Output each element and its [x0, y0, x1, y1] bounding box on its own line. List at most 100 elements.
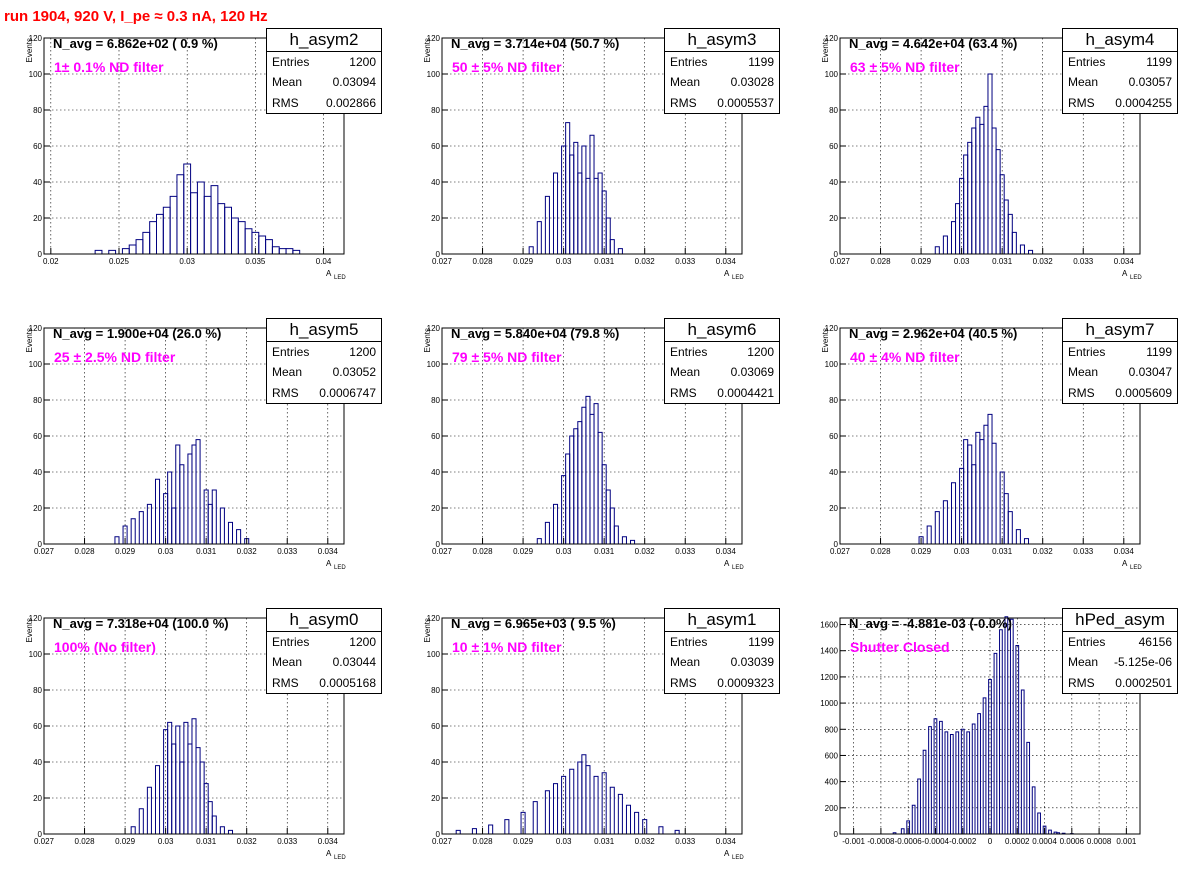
histogram-bar [1003, 493, 1009, 544]
x-tick-label: 0.032 [635, 837, 656, 846]
y-tick-label: 60 [829, 432, 838, 441]
histogram-svg: 0.027 0.028 0.029 0.03 0.031 0.032 0.033 0.034 0… [423, 324, 744, 571]
stats-value: 1199 [1146, 55, 1172, 69]
n-avg-label: N_avg = 4.642e+04 (63.4 %) [849, 36, 1018, 51]
y-axis-title: Events [821, 38, 830, 62]
y-tick-label: 1200 [820, 673, 838, 682]
stats-row-mean: Mean 0.03052 [267, 362, 381, 382]
stats-value: 0.0005168 [319, 675, 376, 690]
stats-label: RMS [670, 675, 697, 690]
x-tick-label: 0 [988, 837, 993, 846]
y-tick-label: 40 [431, 178, 440, 187]
x-tick-label: 0.025 [109, 257, 130, 266]
stats-label: RMS [1068, 95, 1095, 110]
stats-row-mean: Mean 0.03057 [1063, 72, 1177, 92]
histogram-bar [203, 195, 212, 254]
stats-value: 1199 [1146, 345, 1172, 359]
stats-box: h_asym4 Entries 1199 Mean 0.03057 RMS 0.000425… [1062, 28, 1178, 114]
x-tick-label: 0.029 [911, 257, 932, 266]
histogram-bar [950, 221, 957, 254]
y-axis-title: Events [423, 618, 432, 642]
histogram-bar [674, 829, 680, 834]
stats-value: 0.0002501 [1115, 675, 1172, 690]
stats-box: h_asym5 Entries 1200 Mean 0.03052 RMS 0.000674… [266, 318, 382, 404]
filter-label: 25 ± 2.5% ND filter [54, 349, 176, 365]
histogram-bar [565, 453, 571, 544]
histogram-bar [1031, 786, 1036, 834]
x-tick-label: 0.029 [513, 257, 534, 266]
histogram-bar [589, 413, 595, 544]
histogram-bar [906, 820, 911, 834]
histogram-bar [1004, 616, 1009, 834]
histogram-bar [224, 206, 232, 254]
histogram-name: hPed_asym [1063, 609, 1177, 632]
n-avg-label: N_avg = 1.900e+04 (26.0 %) [53, 326, 222, 341]
histogram-bar [108, 249, 117, 254]
y-tick-label: 120 [427, 324, 441, 333]
y-tick-label: 120 [29, 614, 43, 623]
stats-value: 0.0005609 [1115, 385, 1172, 400]
stats-label: Mean [272, 655, 303, 670]
x-tick-label: 0.029 [911, 547, 932, 556]
y-tick-label: 1400 [820, 647, 838, 656]
stats-row-entries: Entries 1200 [267, 52, 381, 72]
x-axis-title: A [1122, 559, 1128, 568]
histogram-name: h_asym4 [1063, 29, 1177, 52]
x-tick-label: 0.033 [1073, 257, 1094, 266]
histogram-bar [135, 239, 144, 254]
stats-row-entries: Entries 1199 [1063, 342, 1177, 362]
stats-label: RMS [272, 675, 299, 690]
histogram-bar [585, 395, 591, 544]
histogram-bar [1037, 812, 1041, 834]
histogram-bar [605, 489, 611, 544]
stats-box: hPed_asym Entries 46156 Mean -5.125e-06 RMS 0.… [1062, 608, 1178, 694]
x-tick-label: 0.03 [158, 547, 174, 556]
histogram-bar [926, 525, 932, 544]
y-tick-label: 100 [29, 360, 43, 369]
x-axis-title: A [724, 849, 730, 858]
histogram-bar [271, 246, 280, 254]
y-tick-label: 80 [431, 686, 440, 695]
histogram-bar [1023, 538, 1030, 544]
y-tick-label: 0 [436, 250, 441, 259]
y-tick-label: 0 [38, 830, 43, 839]
y-tick-label: 100 [825, 70, 839, 79]
histogram-bar [991, 127, 997, 254]
histogram-bar [471, 828, 477, 834]
histogram-bar [169, 195, 178, 254]
y-tick-label: 100 [29, 70, 43, 79]
histogram-name: h_asym0 [267, 609, 381, 632]
stats-label: RMS [1068, 675, 1095, 690]
x-tick-label: 0.029 [513, 837, 534, 846]
x-tick-label: 0.028 [871, 547, 892, 556]
y-tick-label: 20 [33, 794, 42, 803]
filter-label: Shutter Closed [850, 639, 950, 655]
x-tick-label: -0.0008 [867, 837, 895, 846]
x-tick-label: 0.03 [179, 257, 195, 266]
stats-box: h_asym6 Entries 1200 Mean 0.03069 RMS 0.000442… [664, 318, 780, 404]
histogram-bar [552, 783, 559, 834]
x-tick-label: 0.0006 [1060, 837, 1085, 846]
stats-row-rms: RMS 0.002866 [267, 93, 381, 113]
stats-row-mean: Mean 0.03039 [665, 652, 779, 672]
grid-lines [44, 38, 344, 254]
y-tick-label: 60 [431, 142, 440, 151]
histogram-panel-h_asym1: 0.027 0.028 0.029 0.03 0.031 0.032 0.033 0.034 0… [398, 580, 788, 870]
histogram-bar [597, 172, 603, 254]
stats-value: 1200 [349, 345, 376, 359]
y-tick-label: 40 [431, 758, 440, 767]
y-tick-label: 0 [436, 540, 441, 549]
histogram-bar [581, 145, 587, 254]
y-axis-title: Events [423, 328, 432, 352]
histogram-svg: -0.001 -0.0008 -0.0006 -0.0004 -0.0002 0 0.000… [820, 616, 1141, 846]
histogram-bar [609, 786, 615, 834]
histogram-bar [1007, 213, 1013, 254]
histogram-bar [156, 213, 164, 254]
histogram-bar [1048, 829, 1052, 834]
y-tick-label: 0 [436, 830, 441, 839]
histogram-name: h_asym5 [267, 319, 381, 342]
histogram-bar [982, 697, 987, 834]
histogram-bar [934, 511, 940, 544]
histogram-bar [928, 726, 932, 834]
y-tick-label: 120 [29, 34, 43, 43]
